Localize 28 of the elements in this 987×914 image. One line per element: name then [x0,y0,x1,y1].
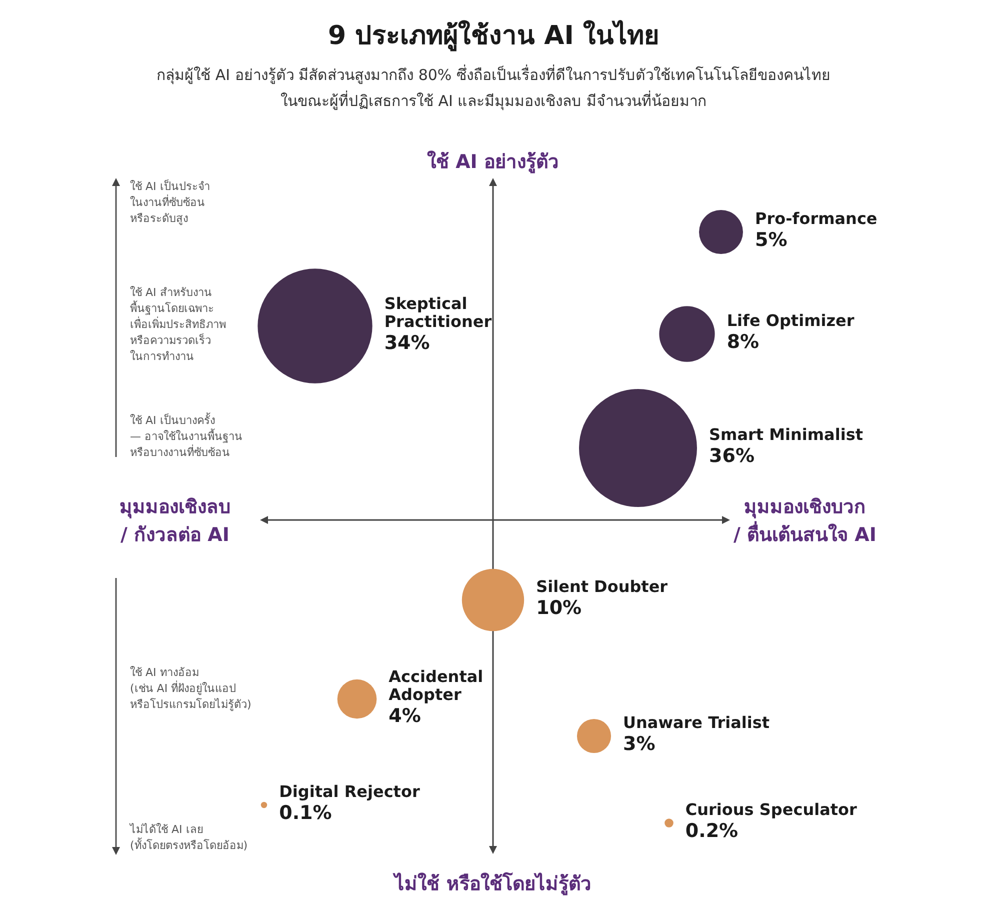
text: ไม่ใช้ หรือใช้โดยไม่รู้ตัว [392,872,592,896]
category-label: Curious Speculator [685,800,858,819]
data-label: 0.2% [685,820,738,842]
category-label: Life Optimizer [726,311,854,330]
category-label: Pro-formance [754,209,878,228]
category-label: Skeptical Practitioner [384,294,492,331]
category-label: Silent Doubter [536,577,668,596]
text: ใช้ AI อย่างรู้ตัว [426,150,560,174]
data-label: 10% [536,597,582,619]
text: ใช้ AI สำหรับงาน พื้นฐานโดยเฉพาะ เพื่อเพิ่มประสิทธิภาพ หรือความรวดเร็ว ในการทำงาน [130,286,226,363]
text: มุมมองเชิงลบ / กังวลต่อ AI [120,496,230,546]
text: ไม่ได้ใช้ AI เลย (ทั้งโดยตรงหรือโดยอ้อม) [129,823,248,852]
category-label: Digital Rejector [279,782,420,801]
category-label: Unaware Trialist [623,713,770,732]
data-label: 4% [388,705,421,727]
data-label: 36% [709,445,754,467]
text: กลุ่มผู้ใช้ AI อย่างรู้ตัว มีสัดส่วนสูงมากถึง 80% ซึ่งถือเป็นเรื่องที่ดีในการปรับตัวใช้เทคโนโนโลยีของคนไทย ในขณะผู้ที่ปฏิเสธการใช้ AI และมีมุมมองเชิงลบ มีจำนวนที่น้อยมาก [156,64,830,111]
category-label: Accidental Adopter [388,667,484,704]
text: ใช้ AI เป็นประจำ ในงานที่ซับซ้อน หรือระดับสูง [130,179,210,225]
data-label: 0.1% [279,802,332,824]
category-label: Smart Minimalist [709,425,864,444]
text: ใช้ AI ทางอ้อม (เช่น AI ที่ฝังอยู่ในแอป หรือโปรแกรมโดยไม่รู้ตัว) [130,666,252,711]
data-label: 5% [754,229,788,251]
text: ใช้ AI เป็นบางครั้ง — อาจใช้ในงานพื้นฐาน หรือบางงานที่ซับซ้อน [130,412,242,459]
data-label: 8% [726,331,760,353]
data-label: 3% [623,733,656,755]
data-label: 34% [384,332,430,354]
text: 9 ประเภทผู้ใช้งาน AI ในไทย [328,19,660,52]
